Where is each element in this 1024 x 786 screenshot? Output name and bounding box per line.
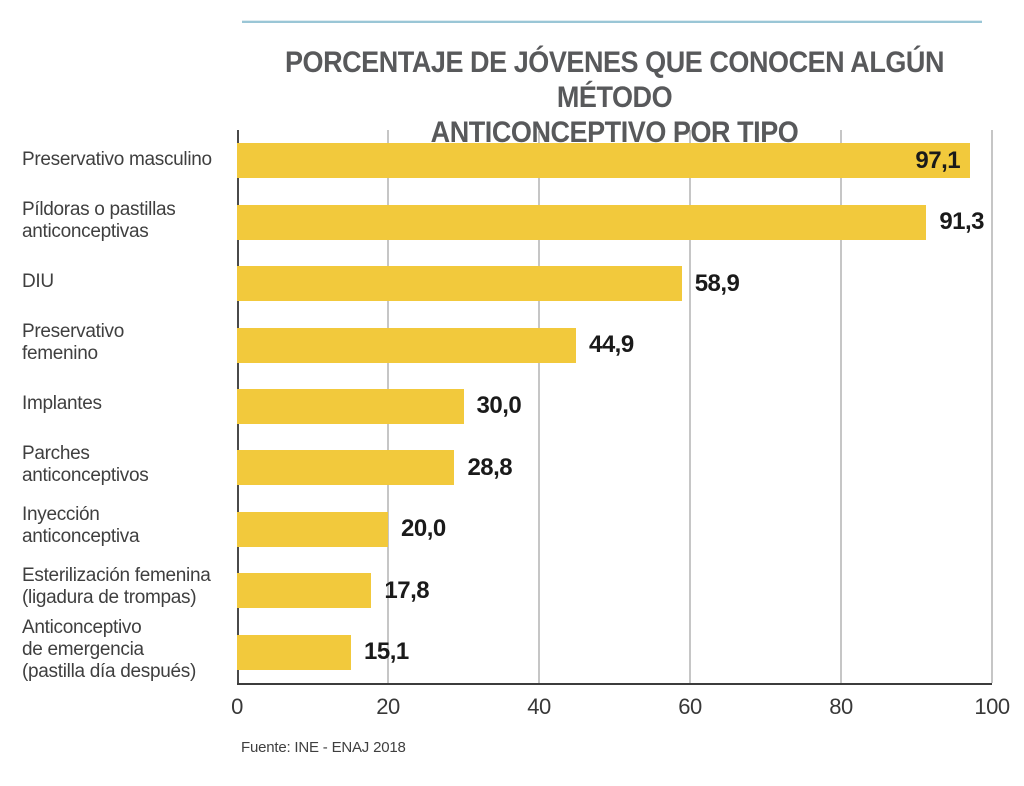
bar <box>237 450 455 486</box>
bar-value-label: 97,1 <box>915 146 961 174</box>
category-label: DIU <box>0 252 237 313</box>
bar <box>237 143 971 179</box>
category-label-line: anticonceptiva <box>22 525 140 547</box>
x-tick-label: 40 <box>527 694 551 719</box>
category-labels-column: Preservativo masculino Píldoras o pastil… <box>0 130 237 683</box>
bar-row: 91,3 <box>237 191 992 252</box>
category-label-line: anticonceptivos <box>22 464 149 486</box>
category-label-line: Esterilización femenina <box>22 564 211 586</box>
category-label-line: anticonceptivas <box>22 221 149 243</box>
bar-row: 28,8 <box>237 437 992 498</box>
x-tick-label: 60 <box>678 694 702 719</box>
gridline <box>991 130 993 683</box>
x-tick-label: 80 <box>829 694 853 719</box>
bar <box>237 266 682 302</box>
category-label-line: (pastilla día después) <box>22 661 197 682</box>
category-label-line: Implantes <box>22 392 102 414</box>
bar <box>237 388 464 424</box>
gridline <box>538 130 540 683</box>
category-label: Inyección anticonceptiva <box>0 495 237 556</box>
x-tick-label: 0 <box>231 694 243 719</box>
bar-rows: 97,1 91,3 58,9 44,9 30,0 28,8 <box>237 130 992 683</box>
source-caption: Fuente: INE - ENAJ 2018 <box>241 739 406 756</box>
bar-row: 17,8 <box>237 560 992 621</box>
category-label-line: Preservativo <box>22 321 124 343</box>
top-accent-line <box>242 21 982 23</box>
category-label-line: Anticonceptivo <box>22 617 142 638</box>
bar-value-label: 20,0 <box>401 515 446 543</box>
bar-row: 30,0 <box>237 376 992 437</box>
bar-value-label: 17,8 <box>384 576 430 604</box>
category-label-line: Píldoras o pastillas <box>22 199 176 221</box>
bar <box>237 204 927 240</box>
category-label-line: DIU <box>22 271 54 293</box>
category-label: Preservativo masculino <box>0 130 237 191</box>
x-tick-label: 20 <box>376 694 400 719</box>
bar <box>237 634 351 670</box>
chart-title-line1: PORCENTAJE DE JÓVENES QUE CONOCEN ALGÚN … <box>284 46 945 114</box>
category-label: Anticonceptivo de emergencia (pastilla d… <box>0 617 237 683</box>
category-label-line: Inyección <box>22 503 100 525</box>
bar <box>237 573 372 609</box>
category-label-line: (ligadura de trompas) <box>22 586 197 608</box>
bar-value-label: 30,0 <box>476 392 522 420</box>
bar-value-label: 58,9 <box>694 269 740 297</box>
bar-row: 20,0 <box>237 499 992 560</box>
category-label-line: femenino <box>22 343 98 365</box>
bar-row: 15,1 <box>237 622 992 683</box>
x-tick-label: 100 <box>974 694 1010 719</box>
bar-row: 44,9 <box>237 314 992 375</box>
category-label-line: de emergencia <box>22 639 144 660</box>
bar-row: 58,9 <box>237 253 992 314</box>
x-axis-line <box>237 683 992 685</box>
plot-area: 97,1 91,3 58,9 44,9 30,0 28,8 <box>237 130 993 685</box>
x-axis-ticks: 0 20 40 60 80 100 <box>231 694 1010 722</box>
category-label: Píldoras o pastillas anticonceptivas <box>0 191 237 252</box>
bar <box>237 511 388 547</box>
bar-value-label: 15,1 <box>364 638 409 666</box>
category-label: Parches anticonceptivos <box>0 434 237 495</box>
category-label-line: Preservativo masculino <box>22 149 212 171</box>
category-label: Preservativo femenino <box>0 313 237 374</box>
gridline <box>840 130 842 683</box>
category-label-line: Parches <box>22 442 90 464</box>
bar-row: 97,1 <box>237 130 992 191</box>
bar-value-label: 91,3 <box>939 208 985 236</box>
category-label: Implantes <box>0 374 237 435</box>
bar-value-label: 28,8 <box>467 453 513 481</box>
bar <box>237 327 576 363</box>
gridline <box>689 130 691 683</box>
category-label: Esterilización femenina (ligadura de tro… <box>0 556 237 617</box>
bar-value-label: 44,9 <box>588 331 634 359</box>
